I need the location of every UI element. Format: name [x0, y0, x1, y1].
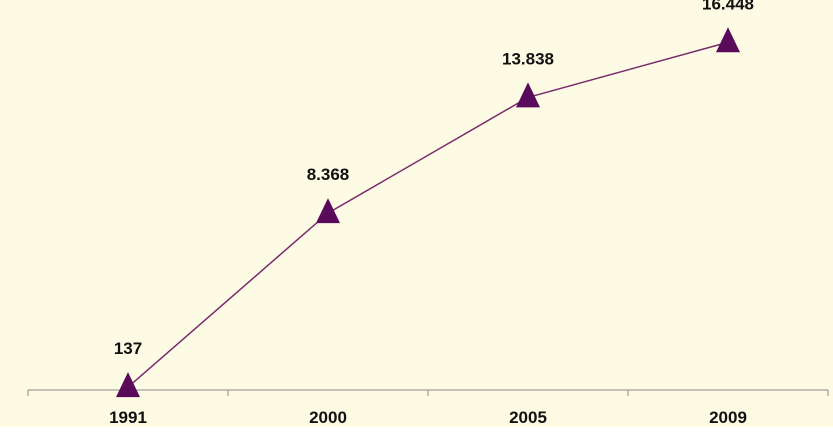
series-markers: [116, 27, 740, 398]
x-tick-label: 2000: [309, 408, 347, 427]
x-tick-label: 2009: [709, 408, 747, 427]
data-label: 137: [114, 339, 142, 358]
data-labels: 137 8.368 13.838 16.448: [114, 0, 754, 358]
x-tick-label: 1991: [109, 408, 147, 427]
triangle-marker: [716, 27, 740, 53]
x-axis-tick-labels: 1991 2000 2005 2009: [109, 408, 747, 427]
x-axis-ticks: [27, 390, 829, 396]
data-label: 13.838: [502, 49, 554, 68]
series-line: [127, 41, 729, 388]
data-label: 16.448: [702, 0, 754, 13]
triangle-marker: [116, 372, 140, 398]
x-tick-label: 2005: [509, 408, 547, 427]
triangle-marker: [316, 198, 340, 224]
data-label: 8.368: [307, 165, 350, 184]
triangle-marker: [516, 82, 540, 108]
